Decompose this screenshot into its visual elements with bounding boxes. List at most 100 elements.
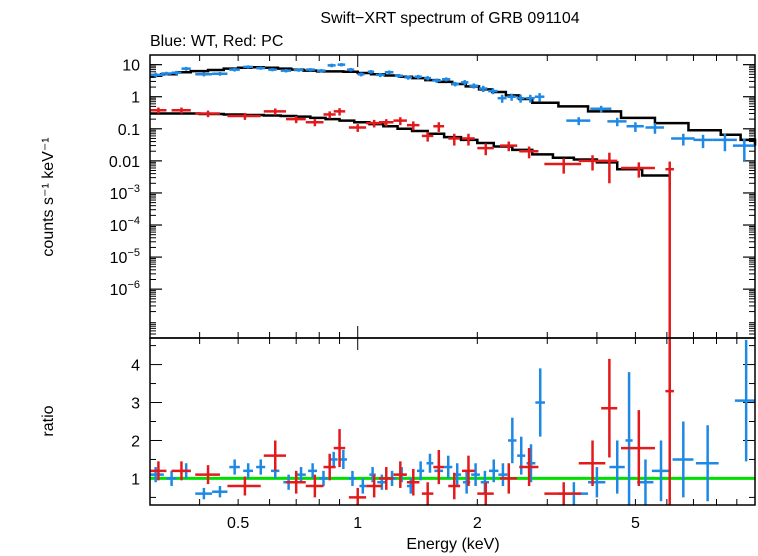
ratio-data-point: [426, 453, 434, 473]
spectrum-data-point: [171, 70, 182, 75]
spectrum-data-point: [488, 88, 498, 95]
ratio-data-point: [256, 459, 266, 475]
spectrum-data-point: [337, 63, 346, 67]
ratio-data-point: [263, 440, 287, 471]
ratio-y-tick-label: 2: [131, 433, 140, 450]
spectrum-data-point: [442, 77, 451, 82]
spectrum-data-point: [421, 131, 434, 142]
ratio-data-point: [323, 453, 336, 481]
ratio-data-point: [171, 461, 191, 481]
ratio-data-point: [150, 461, 167, 481]
x-tick-label: 2: [473, 515, 482, 532]
spectrum-data-point: [479, 85, 488, 93]
spectrum-data-point: [150, 72, 164, 78]
spectrum-data-point: [671, 133, 695, 146]
spectrum-y-tick-label: 0.1: [118, 122, 140, 139]
spectrum-data-point: [404, 75, 413, 80]
ratio-data-point: [377, 474, 387, 490]
ratio-data-point: [195, 487, 213, 500]
spectrum-data-point: [693, 134, 713, 149]
ratio-data-point: [488, 459, 499, 483]
ratio-data-point: [444, 455, 453, 479]
ratio-data-point: [544, 482, 582, 505]
spectrum-data-point: [227, 113, 261, 120]
ratio-data-point: [195, 465, 220, 485]
x-tick-label: 5: [631, 515, 640, 532]
spectrum-data-point: [317, 69, 326, 73]
ratio-y-tick-label: 4: [131, 358, 140, 375]
chart-subtitle: Blue: WT, Red: PC: [150, 33, 283, 50]
ratio-data-point: [243, 463, 254, 479]
model-step-line: [150, 112, 671, 181]
spectrum-data-point: [263, 108, 287, 115]
spectrum-data-point: [305, 68, 315, 72]
spectrum-data-point: [347, 67, 355, 72]
spectrum-data-point: [477, 143, 494, 156]
spectrum-data-point: [607, 117, 627, 127]
ratio-data-point: [393, 461, 407, 488]
spectrum-data-point: [333, 108, 346, 116]
ratio-data-point: [477, 482, 494, 505]
spectrum-data-point: [578, 155, 606, 171]
ratio-data-point: [378, 467, 394, 490]
ratio-data-point: [519, 448, 539, 487]
spectrum-data-point: [448, 133, 461, 146]
ratio-data-point: [578, 440, 606, 487]
ratio-plot-frame: [149, 337, 756, 506]
ratio-data-point: [734, 339, 755, 462]
ratio-data-point: [212, 486, 228, 498]
ratio-data-point: [508, 417, 517, 464]
ratio-data-point: [417, 461, 425, 481]
ratio-y-tick-label: 1: [131, 471, 140, 488]
spectrum-data-point: [424, 76, 432, 81]
ratio-data-point: [517, 436, 526, 475]
spectrum-data-point: [461, 80, 469, 86]
spectrum-data-point: [243, 65, 254, 69]
spectrum-data-point: [357, 72, 365, 77]
ratio-data-point: [150, 467, 164, 483]
ratio-data-point: [305, 474, 324, 498]
ratio-data-point: [308, 463, 318, 479]
ratio-data-point: [333, 429, 346, 468]
spectrum-data-point: [256, 66, 266, 70]
ratio-data-point: [695, 425, 719, 502]
ratio-data-point: [448, 472, 461, 500]
ratio-data-point: [625, 372, 633, 505]
spectrum-data-point: [499, 141, 518, 152]
spectrum-data-point: [626, 122, 644, 132]
spectrum-data-point: [451, 81, 460, 87]
spectrum-y-tick-label: 10−4: [110, 215, 140, 235]
ratio-data-point: [421, 482, 434, 505]
spectrum-data-point: [348, 124, 367, 132]
spectrum-data-point: [195, 110, 220, 118]
ratio-data-point: [348, 470, 356, 487]
spectrum-data-point: [280, 69, 292, 73]
spectrum-data-point: [286, 116, 306, 124]
spectrum-data-point: [519, 146, 539, 159]
spectrum-data-point: [305, 119, 324, 127]
spectrum-data-point: [414, 74, 422, 79]
spectrum-data-point: [195, 72, 213, 77]
spectrum-data-point: [507, 93, 516, 101]
ratio-data-point: [296, 467, 306, 483]
spectrum-data-point: [525, 94, 535, 103]
spectrum-data-point: [150, 107, 167, 114]
spectrum-data-point: [181, 66, 191, 71]
spectrum-data-point: [268, 68, 277, 72]
spectrum-y-tick-label: 10−6: [110, 279, 140, 299]
spectrum-data-point: [367, 70, 375, 74]
spectrum-data-point: [544, 158, 582, 174]
spectrum-data-point: [469, 83, 479, 89]
spectrum-data-point: [497, 94, 507, 103]
spectrum-data-point: [323, 111, 336, 119]
x-tick-label: 1: [353, 515, 362, 532]
spectrum-data-point: [433, 122, 445, 132]
ratio-y-axis-label: ratio: [40, 405, 57, 436]
ratio-data-point: [588, 467, 606, 498]
spectrum-y-tick-label: 10−3: [110, 183, 140, 203]
ratio-data-point: [366, 474, 382, 498]
spectrum-panel: 10 1 0.1 0.01 10−3 10−4 10−5 10−6: [109, 54, 757, 339]
ratio-data-point: [229, 459, 240, 475]
spectrum-data-point: [590, 105, 612, 113]
